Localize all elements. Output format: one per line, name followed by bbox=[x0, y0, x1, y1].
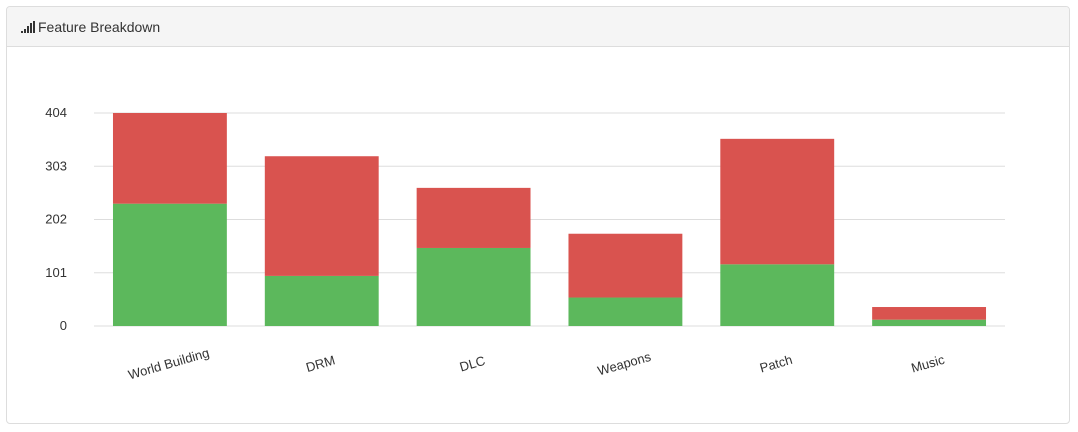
y-tick-label: 404 bbox=[45, 105, 67, 120]
bar-segment-red bbox=[568, 233, 683, 298]
x-tick-label: World Building bbox=[126, 345, 210, 382]
bar-segment-green bbox=[872, 319, 987, 326]
bar-segment-green bbox=[264, 275, 379, 326]
bar-segment-red bbox=[264, 156, 379, 276]
bar-segment-green bbox=[416, 247, 531, 326]
feature-breakdown-panel: Feature Breakdown 0 101 202 303 404 World Bui… bbox=[6, 6, 1070, 424]
x-tick-label: DRM bbox=[304, 352, 337, 375]
y-tick-label: 303 bbox=[45, 158, 67, 173]
bar-segment-red bbox=[720, 138, 835, 265]
bar-segment-red bbox=[872, 307, 987, 320]
panel-heading: Feature Breakdown bbox=[7, 7, 1069, 47]
bar-segment-red bbox=[416, 187, 531, 248]
chart-area: 0 101 202 303 404 World Building DRM DLC Weapons… bbox=[7, 47, 1069, 423]
bar-segment-green bbox=[112, 203, 227, 326]
panel-title: Feature Breakdown bbox=[38, 18, 161, 35]
x-tick-label: Patch bbox=[758, 352, 794, 376]
y-tick-label: 202 bbox=[45, 212, 67, 227]
bar-segment-green bbox=[720, 264, 835, 326]
stacked-bar-chart: 0 101 202 303 404 World Building DRM DLC Weapons… bbox=[45, 105, 1005, 382]
bar-segment-red bbox=[112, 113, 227, 204]
x-tick-label: Music bbox=[909, 352, 946, 376]
signal-bars-icon bbox=[21, 20, 35, 33]
y-tick-label: 101 bbox=[45, 265, 67, 280]
y-tick-label: 0 bbox=[60, 318, 67, 333]
x-tick-label: DLC bbox=[458, 353, 487, 375]
bar-segment-green bbox=[568, 297, 683, 326]
x-tick-label: Weapons bbox=[596, 349, 653, 379]
